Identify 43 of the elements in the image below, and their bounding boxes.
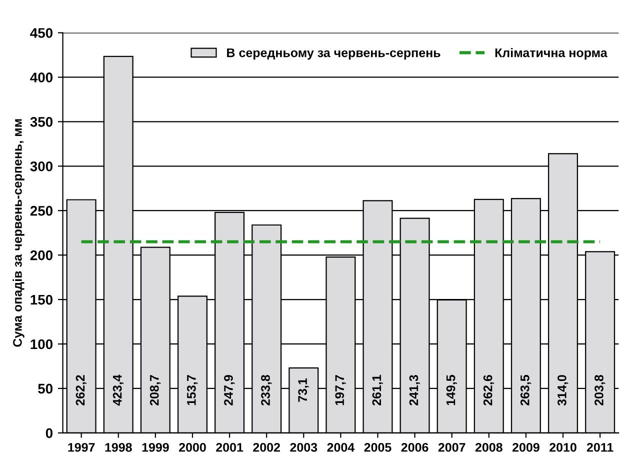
legend-label: Кліматична норма [495, 48, 608, 60]
x-tick-label: 2011 [586, 442, 614, 452]
x-tick-label: 1999 [142, 442, 169, 452]
data-label: 247,9 [224, 375, 235, 406]
x-tick-label: 1998 [105, 442, 132, 452]
x-tick-label: 2007 [438, 442, 466, 452]
data-label: 233,8 [261, 374, 272, 406]
data-label: 241,3 [409, 375, 420, 406]
data-label: 208,7 [150, 375, 161, 406]
data-label: 153,7 [186, 375, 198, 406]
x-tick-label: 2003 [290, 442, 318, 452]
data-label: 203,8 [594, 374, 606, 406]
x-tick-label: 2006 [401, 442, 428, 452]
data-label: 263,5 [520, 374, 532, 406]
y-tick-label: 300 [30, 161, 53, 172]
y-tick-label: 250 [30, 206, 53, 216]
x-tick-label: 2008 [475, 442, 502, 452]
data-label: 149,5 [446, 374, 458, 406]
x-tick-label: 2009 [512, 442, 540, 452]
x-tick-label: 2005 [364, 442, 392, 452]
y-axis-title: Сума опадів за червень-серпень, мм [12, 119, 24, 347]
y-tick-label: 100 [30, 339, 53, 350]
data-label: 423,4 [112, 374, 124, 406]
x-tick-label: 2010 [550, 442, 576, 452]
data-label: 73,1 [298, 378, 309, 402]
y-tick-label: 150 [30, 294, 53, 305]
x-tick-label: 1997 [68, 442, 95, 452]
x-tick-label: 2004 [327, 442, 355, 452]
y-tick-label: 200 [30, 250, 53, 260]
data-label: 261,1 [372, 374, 383, 406]
y-tick-label: 0 [46, 428, 53, 438]
y-tick-label: 350 [30, 117, 53, 127]
x-tick-label: 2002 [253, 442, 280, 452]
data-label: 262,2 [76, 375, 86, 406]
legend-label: В середньому за червень-серпень [227, 48, 440, 60]
y-tick-label: 450 [30, 28, 53, 38]
data-label: 314,0 [558, 375, 568, 406]
x-tick-label: 2000 [179, 442, 206, 452]
x-tick-label: 2001 [216, 442, 244, 452]
data-label: 262,6 [483, 375, 494, 406]
y-tick-label: 400 [30, 72, 53, 82]
data-label: 197,7 [335, 375, 346, 406]
y-tick-label: 50 [38, 384, 53, 394]
